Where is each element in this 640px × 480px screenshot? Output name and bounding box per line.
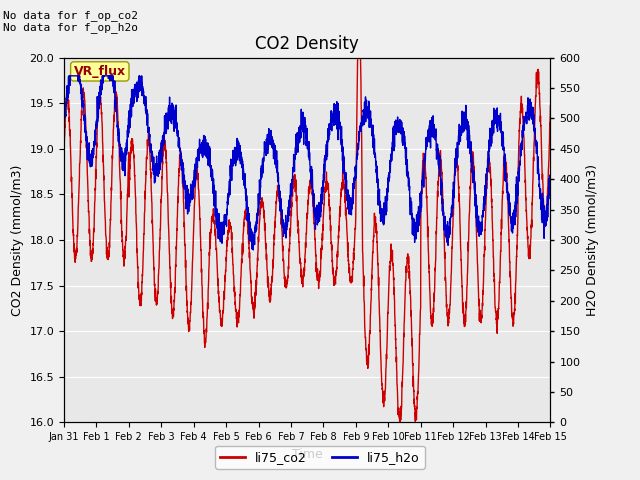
Text: VR_flux: VR_flux bbox=[74, 65, 126, 78]
Text: No data for f_op_co2
No data for f_op_h2o: No data for f_op_co2 No data for f_op_h2… bbox=[3, 10, 138, 33]
Title: CO2 Density: CO2 Density bbox=[255, 35, 359, 53]
X-axis label: Time: Time bbox=[292, 448, 323, 461]
Y-axis label: CO2 Density (mmol/m3): CO2 Density (mmol/m3) bbox=[11, 164, 24, 316]
Y-axis label: H2O Density (mmol/m3): H2O Density (mmol/m3) bbox=[586, 164, 599, 316]
Legend: li75_co2, li75_h2o: li75_co2, li75_h2o bbox=[215, 446, 425, 469]
